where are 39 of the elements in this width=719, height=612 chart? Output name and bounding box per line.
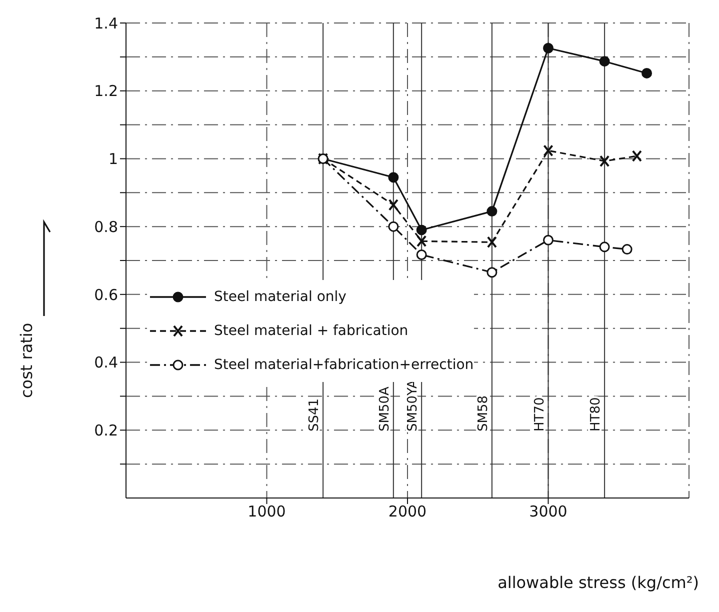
point [486, 267, 498, 278]
y-tick-label: 1 [108, 150, 118, 168]
point [622, 244, 632, 255]
point [543, 144, 554, 157]
point [543, 42, 554, 54]
y-tick-label: 0.4 [94, 354, 118, 372]
x-tick-label: 3000 [529, 502, 568, 521]
point [388, 172, 399, 183]
x-axis-title: allowable stress (kg/cm²) [498, 573, 699, 592]
ref-line-label: SM50YA [406, 380, 421, 432]
ref-line-label: SM50A [377, 386, 392, 432]
point [486, 236, 497, 248]
point [599, 242, 610, 252]
ref-line-label: HT70 [532, 397, 548, 432]
y-axis-title: cost ratio [16, 322, 37, 398]
legend-label: Steel material only [214, 289, 346, 305]
y-tick-label: 0.2 [94, 421, 118, 440]
ref-line-label: SS41 [307, 398, 322, 432]
point [416, 235, 427, 248]
y-tick-label: 1.2 [94, 82, 118, 100]
point [416, 224, 427, 236]
y-tick-label: 0.8 [94, 218, 118, 236]
point [642, 68, 652, 78]
point [486, 206, 498, 217]
x-tick-label: 2000 [388, 502, 427, 521]
point [600, 155, 610, 168]
point [416, 249, 427, 260]
point [543, 234, 554, 246]
x-tick-label: 1000 [248, 502, 286, 521]
y-tick-label: 1.4 [94, 14, 118, 32]
point [388, 198, 398, 211]
ref-line-label: HT80 [588, 397, 604, 432]
point [599, 56, 610, 67]
ref-line-label: SM58 [476, 395, 491, 432]
point [632, 150, 642, 162]
y-tick-label: 0.6 [94, 286, 118, 304]
point [388, 221, 399, 232]
legend-label: Steel material+fabrication+errection [214, 357, 474, 373]
legend-label: Steel material + fabrication [214, 323, 408, 339]
